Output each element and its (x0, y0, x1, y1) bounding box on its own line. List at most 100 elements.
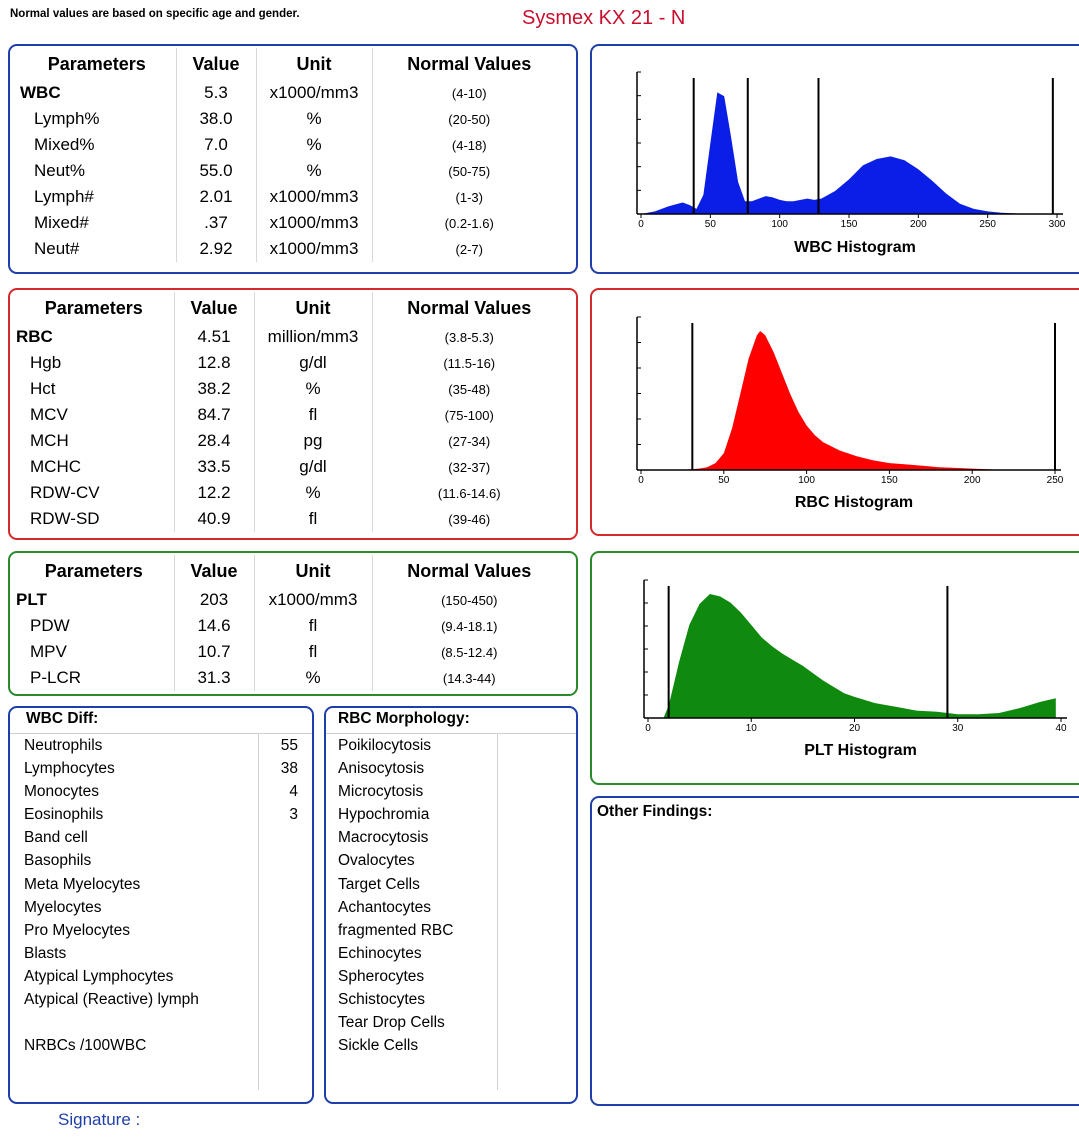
list-item (24, 1011, 304, 1034)
param-normal-range: (8.5-12.4) (371, 639, 566, 665)
diff-label: Basophils (24, 852, 92, 870)
param-unit: x1000/mm3 (255, 184, 372, 210)
rbc-morphology-panel (324, 706, 578, 1104)
param-normal-range: (32-37) (371, 454, 566, 480)
list-item: Blasts (24, 942, 304, 965)
diff-label: Monocytes (24, 783, 99, 801)
x-tick-label: 50 (718, 475, 730, 486)
list-item: Neutrophils 55 (24, 734, 304, 757)
param-name: Mixed% (34, 135, 95, 154)
list-item: Pro Myelocytes (24, 919, 304, 942)
rbc-morphology-title: RBC Morphology: (338, 710, 470, 727)
histogram-title: PLT Histogram (804, 742, 917, 759)
table-row: RBC 4.51 million/mm3 (3.8-5.3) (14, 324, 566, 350)
param-name: RBC (16, 327, 53, 346)
rbc-histogram-panel (590, 288, 1079, 536)
diff-label: Myelocytes (24, 898, 102, 916)
wbc-histogram-panel (590, 44, 1079, 274)
param-name: WBC (20, 83, 61, 102)
wbc-table: Parameters Value Unit Normal Values WBC 5… (18, 48, 566, 262)
header-value: Value (173, 555, 254, 587)
param-value: .37 (175, 210, 256, 236)
x-tick-label: 250 (1047, 475, 1064, 486)
param-unit: pg (253, 428, 372, 454)
param-normal-range: (11.6-14.6) (371, 480, 566, 506)
param-normal-range: (9.4-18.1) (371, 613, 566, 639)
list-item: Macrocytosis (338, 829, 429, 847)
param-value: 203 (173, 587, 254, 613)
other-findings-title: Other Findings: (597, 803, 713, 820)
header-unit: Unit (253, 555, 372, 587)
table-row: MCH 28.4 pg (27-34) (14, 428, 566, 454)
x-tick-label: 250 (979, 219, 996, 230)
header-normal-values: Normal Values (371, 48, 566, 80)
param-name: Neut% (34, 161, 86, 180)
list-item: Band cell (24, 826, 304, 849)
param-value: 31.3 (173, 665, 254, 691)
list-item: Anisocytosis (338, 760, 425, 778)
histogram-area (641, 92, 1051, 214)
list-item: Myelocytes (24, 896, 304, 919)
header-value: Value (175, 48, 256, 80)
wbc-diff-title: WBC Diff: (26, 710, 99, 727)
list-item: Spherocytes (338, 967, 425, 985)
list-item: NRBCs /100WBC (24, 1034, 304, 1057)
list-item: Tear Drop Cells (338, 1014, 445, 1032)
list-item: Poikilocytosis (338, 737, 432, 754)
table-row: PLT 203 x1000/mm3 (150-450) (14, 587, 566, 613)
header-normal-values: Normal Values (371, 555, 566, 587)
param-name: MPV (30, 642, 67, 661)
list-item: Eosinophils 3 (24, 803, 304, 826)
param-normal-range: (3.8-5.3) (371, 324, 566, 350)
list-item: Target Cells (338, 875, 420, 893)
param-value: 2.01 (175, 184, 256, 210)
param-unit: x1000/mm3 (255, 236, 372, 262)
list-item: Schistocytes (338, 991, 426, 1009)
param-name: Hgb (30, 353, 62, 372)
list-item: Achantocytes (338, 898, 432, 916)
param-value: 33.5 (173, 454, 254, 480)
table-row: Neut# 2.92 x1000/mm3 (2-7) (18, 236, 566, 262)
param-normal-range: (39-46) (371, 506, 566, 532)
param-name: MCH (30, 431, 69, 450)
table-row: RDW-CV 12.2% (11.6-14.6) (14, 480, 566, 506)
param-normal-range: (4-10) (371, 80, 566, 106)
header-normal-values: Normal Values (371, 292, 566, 324)
table-row: Lymph# 2.01 x1000/mm3 (1-3) (18, 184, 566, 210)
x-tick-label: 40 (1055, 723, 1067, 734)
list-item: Hypochromia (338, 806, 430, 824)
param-normal-range: (1-3) (371, 184, 566, 210)
param-normal-range: (2-7) (371, 236, 566, 262)
param-name: Mixed# (34, 213, 89, 232)
param-value: 12.8 (173, 350, 254, 376)
x-tick-label: 150 (841, 219, 858, 230)
param-normal-range: (150-450) (371, 587, 566, 613)
param-value: 5.3 (175, 80, 256, 106)
diff-count: 55 (280, 737, 298, 754)
list-item: Atypical Lymphocytes (24, 965, 304, 988)
x-tick-label: 0 (638, 219, 644, 230)
diff-label: NRBCs /100WBC (24, 1037, 147, 1055)
param-unit: % (255, 132, 372, 158)
device-name: Sysmex KX 21 - N (522, 7, 686, 29)
diff-count: 38 (280, 760, 298, 778)
x-tick-label: 200 (910, 219, 927, 230)
table-row: PDW 14.6 fl (9.4-18.1) (14, 613, 566, 639)
histogram-area (663, 594, 1056, 718)
param-value: 40.9 (173, 506, 254, 532)
param-unit: fl (253, 613, 372, 639)
wbc-diff-panel (8, 706, 314, 1104)
diff-count: 3 (289, 806, 298, 824)
rbc-table-body: RBC 4.51 million/mm3 (3.8-5.3) Hgb 12.8 g/dl (1… (14, 324, 566, 532)
param-normal-range: (50-75) (371, 158, 566, 184)
x-tick-label: 0 (638, 475, 644, 486)
param-name: RDW-SD (30, 509, 100, 528)
x-tick-label: 20 (849, 723, 861, 734)
header-parameters: Parameters (44, 560, 143, 581)
table-row: WBC 5.3 x1000/mm3 (4-10) (18, 80, 566, 106)
param-normal-range: (11.5-16) (371, 350, 566, 376)
header-parameters: Parameters (47, 53, 146, 74)
list-item: Basophils (24, 849, 304, 872)
param-name: P-LCR (30, 668, 82, 687)
table-row: MPV 10.7 fl (8.5-12.4) (14, 639, 566, 665)
